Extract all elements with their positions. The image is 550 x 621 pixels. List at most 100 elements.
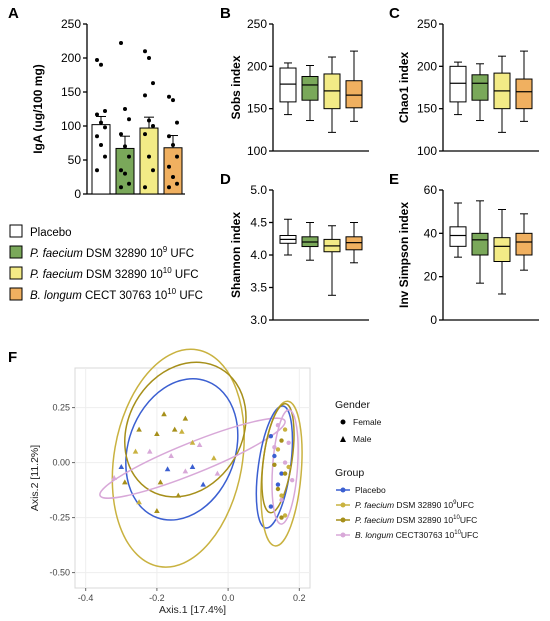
panel-b-box <box>301 75 319 101</box>
panel-f-point-female <box>272 462 277 467</box>
panel-f-point-male <box>136 499 142 505</box>
panel-b-y-tick-label: 150 <box>247 102 267 116</box>
legend-rest: DSM 32890 10 <box>83 248 163 260</box>
panel-c-box <box>515 78 533 110</box>
panel-f-group-rest: CECT30763 10 <box>393 530 454 540</box>
panel-a-bar <box>139 127 159 195</box>
panel-a-point <box>103 154 107 159</box>
panel-a-y-title: IgA (ug/100 mg) <box>31 64 45 154</box>
panel-f-point-female <box>279 497 284 503</box>
panel-d-y-tick-label: 3.5 <box>250 281 267 295</box>
panel-e-y-tick-label: 60 <box>424 183 438 197</box>
panel-f-point-female <box>282 460 288 465</box>
panel-f-x-tick-label: -0.4 <box>78 593 94 603</box>
panel-f-point-female <box>268 504 274 509</box>
panel-f-point-male <box>182 468 189 474</box>
panel-f-group-strain: B. longum <box>355 530 393 540</box>
panel-f-legend-dot <box>340 532 346 538</box>
panel-f-point-male <box>171 426 178 432</box>
panel-f-point-female <box>275 447 281 452</box>
panel-f-group-sup: 10 <box>454 530 461 536</box>
panel-a-point <box>99 143 103 148</box>
panel-c-y-tick-label: 150 <box>417 102 437 116</box>
panel-b-y-tick-label: 250 <box>247 17 267 31</box>
panel-f-group-label: Placebo <box>355 485 386 495</box>
panel-a-point <box>95 168 99 173</box>
panel-f-group-strain: P. faecium <box>355 500 394 510</box>
panel-d-y-tick-label: 5.0 <box>250 183 267 197</box>
legend-label: B. longum CECT 30763 1010 UFC <box>30 287 203 302</box>
panel-e-y-title: Inv Simpson index <box>397 202 411 308</box>
legend-label: Placebo <box>30 227 72 239</box>
panel-a-point <box>143 93 147 98</box>
panel-f-x-title: Axis.1 [17.4%] <box>159 604 226 616</box>
panel-f-y-title: Axis.2 [11.2%] <box>29 445 41 511</box>
panel-f-x-tick-label: 0.2 <box>293 593 306 603</box>
panel-f-point-female <box>275 482 281 487</box>
panel-f-point-male <box>132 448 139 454</box>
panel-a-bar <box>115 147 135 195</box>
panel-b-box <box>279 67 297 103</box>
panel-f-point-male <box>161 411 167 417</box>
panel-a-point <box>167 94 171 99</box>
panel-f-legend-dot <box>340 487 346 493</box>
panel-a-point <box>99 62 103 67</box>
legend-strain: B. longum <box>30 290 82 302</box>
panel-a-point <box>167 164 171 169</box>
panel-f-point-female <box>282 513 288 518</box>
panel-a-point <box>99 120 103 125</box>
panel-a-point <box>119 41 123 46</box>
panel-a-point <box>171 143 175 148</box>
panel-a-bar <box>163 147 183 195</box>
panel-f-legend-circle <box>340 419 346 425</box>
panel-a-point <box>175 120 179 125</box>
panel-f-legend-triangle <box>340 436 346 442</box>
panel-f-group-rest: DSM 32890 10 <box>394 515 453 525</box>
panel-e-y-tick-label: 20 <box>424 270 438 284</box>
panel-a-y-tick-label: 100 <box>61 119 81 133</box>
panel-a-point <box>143 49 147 54</box>
panel-f-group-rest: DSM 32890 10 <box>394 500 453 510</box>
legend-sup: 10 <box>163 266 172 275</box>
panel-f-point-male <box>154 508 160 513</box>
panel-d-y-title: Shannon index <box>229 212 243 298</box>
panel-f-point-male <box>182 415 189 421</box>
panel-f-x-tick-label: 0.0 <box>222 593 235 603</box>
panel-a-point <box>147 154 151 159</box>
panel-a-point <box>151 81 155 86</box>
panel-c-box <box>449 65 467 103</box>
panel-f-ellipse <box>261 402 295 514</box>
panel-f-point-male <box>111 475 117 480</box>
panel-b-letter: B <box>220 5 231 22</box>
panel-a-point <box>175 181 179 186</box>
panel-f-point-female <box>272 453 277 459</box>
panel-f-point-male <box>154 431 160 436</box>
panel-f-point-female <box>286 464 291 470</box>
panel-d-y-tick-label: 4.5 <box>250 216 267 230</box>
panel-f-group-title: Group <box>335 467 364 479</box>
legend-strain: P. faecium <box>30 269 83 281</box>
panel-f-group-tail: UFC <box>460 515 477 525</box>
panel-f-group-tail: UFC <box>461 530 478 540</box>
panel-f-point-female <box>282 471 288 476</box>
panel-d-letter: D <box>220 171 231 188</box>
panel-a-point <box>123 144 127 149</box>
panel-b-y-title: Sobs index <box>229 55 243 119</box>
panel-a-point <box>127 181 131 186</box>
legend-rest: DSM 32890 10 <box>83 269 163 281</box>
panel-a-point <box>167 134 171 139</box>
panel-f-gender-label: Male <box>353 434 372 444</box>
panel-c-y-title: Chao1 index <box>397 52 411 124</box>
panel-f-legend-dot <box>340 517 346 523</box>
panel-a-point <box>171 98 175 103</box>
legend-tail: UFC <box>176 290 203 302</box>
panel-f-point-male <box>179 428 185 434</box>
panel-f-point-female <box>289 478 295 483</box>
panel-f-letter: F <box>8 349 17 366</box>
panel-a-point <box>103 109 107 114</box>
panel-a-point <box>147 56 151 60</box>
panel-a-point <box>119 168 123 173</box>
panel-f-gender-title: Gender <box>335 399 371 411</box>
legend-sup: 10 <box>167 287 176 296</box>
panel-f-gender-label: Female <box>353 417 382 427</box>
